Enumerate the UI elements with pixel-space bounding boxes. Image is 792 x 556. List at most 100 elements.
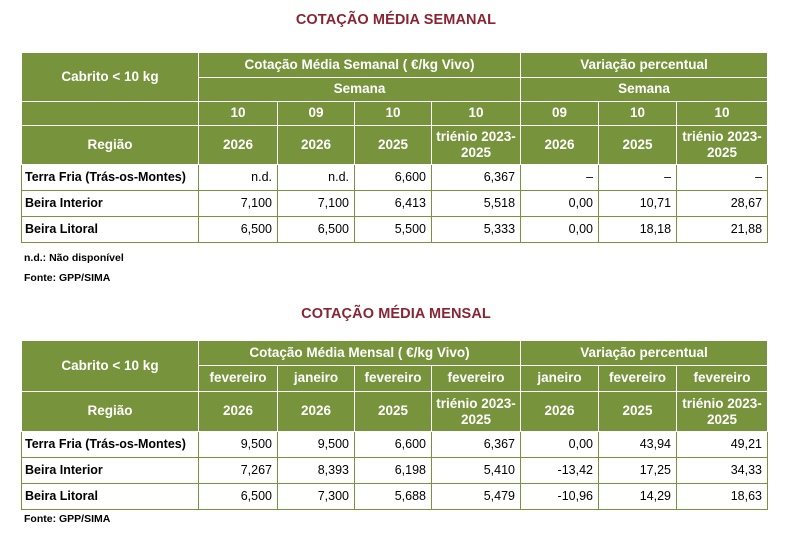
monthly-period-header: fevereiro [198, 365, 278, 392]
weekly-source-note: Fonte: GPP/SIMA [24, 272, 111, 284]
value-cell: 34,33 [676, 457, 768, 484]
weekly-blank-header-cell [21, 101, 199, 126]
monthly-year-header: 2025 [598, 391, 677, 432]
value-cell: 14,29 [598, 483, 677, 510]
value-cell: 6,413 [354, 190, 432, 217]
value-cell: – [520, 164, 600, 191]
value-cell: 6,367 [430, 164, 522, 191]
weekly-group-price-header: Cotação Média Semanal ( €/kg Vivo) [197, 52, 522, 78]
value-cell: 28,67 [676, 190, 769, 217]
value-cell: 0,00 [520, 216, 600, 243]
weekly-year-header: 2025 [598, 125, 678, 165]
monthly-source-note: Fonte: GPP/SIMA [24, 513, 111, 525]
monthly-year-header: triénio 2023-2025 [431, 391, 521, 432]
weekly-period-header: 10 [676, 101, 769, 126]
value-cell: 7,300 [277, 483, 355, 510]
monthly-period-header: fevereiro [354, 365, 432, 392]
value-cell: 6,500 [198, 216, 278, 243]
weekly-year-header: triénio 2023-2025 [430, 125, 522, 165]
weekly-period-header: 10 [430, 101, 522, 126]
region-name: Terra Fria (Trás-os-Montes) [21, 431, 199, 458]
value-cell: 0,00 [520, 431, 599, 458]
value-cell: 6,600 [354, 431, 432, 458]
value-cell: 0,00 [520, 190, 600, 217]
value-cell: 18,18 [598, 216, 678, 243]
region-name: Beira Interior [21, 190, 199, 217]
monthly-group-variation-header: Variação percentual [520, 340, 768, 366]
weekly-year-header: triénio 2023-2025 [676, 125, 769, 165]
value-cell: 5,688 [354, 483, 432, 510]
monthly-year-header: 2026 [198, 391, 278, 432]
monthly-period-header: janeiro [520, 365, 599, 392]
monthly-year-header: 2026 [277, 391, 355, 432]
weekly-corner-label: Cabrito < 10 kg [21, 52, 199, 102]
table-row: Beira Interior 7,100 7,100 6,413 5,518 0… [21, 190, 769, 217]
weekly-year-header: 2026 [277, 125, 355, 165]
weekly-price-table: Cabrito < 10 kg Cotação Média Semanal ( … [21, 52, 769, 243]
monthly-price-table: Cabrito < 10 kg Cotação Média Mensal ( €… [21, 340, 768, 510]
region-name: Beira Litoral [21, 483, 199, 510]
value-cell: 5,518 [430, 190, 522, 217]
value-cell: 6,500 [277, 216, 355, 243]
value-cell: 9,500 [277, 431, 355, 458]
monthly-period-header: fevereiro [676, 365, 768, 392]
weekly-period-header: 10 [198, 101, 278, 126]
weekly-period-header: 09 [277, 101, 355, 126]
table-row: Beira Litoral 6,500 6,500 5,500 5,333 0,… [21, 216, 769, 243]
table-row: Terra Fria (Trás-os-Montes) n.d. n.d. 6,… [21, 164, 769, 191]
monthly-year-header: 2025 [354, 391, 432, 432]
weekly-period-header: 09 [520, 101, 600, 126]
value-cell: 7,100 [277, 190, 355, 217]
value-cell: 21,88 [676, 216, 769, 243]
monthly-year-header: 2026 [520, 391, 599, 432]
value-cell: 5,333 [430, 216, 522, 243]
value-cell: n.d. [198, 164, 278, 191]
monthly-period-header: janeiro [277, 365, 355, 392]
weekly-region-header: Região [21, 125, 199, 165]
value-cell: 9,500 [198, 431, 278, 458]
value-cell: -13,42 [520, 457, 599, 484]
value-cell: n.d. [277, 164, 355, 191]
value-cell: – [676, 164, 769, 191]
monthly-year-header: triénio 2023-2025 [676, 391, 768, 432]
monthly-title: COTAÇÃO MÉDIA MENSAL [301, 306, 491, 322]
weekly-week-subheader-2: Semana [520, 77, 769, 102]
value-cell: 8,393 [277, 457, 355, 484]
value-cell: 17,25 [598, 457, 677, 484]
weekly-year-header: 2025 [354, 125, 432, 165]
weekly-group-variation-header: Variação percentual [520, 52, 769, 78]
monthly-period-header: fevereiro [598, 365, 677, 392]
weekly-period-header: 10 [598, 101, 678, 126]
monthly-corner-label: Cabrito < 10 kg [21, 340, 199, 392]
weekly-year-header: 2026 [198, 125, 278, 165]
value-cell: 43,94 [598, 431, 677, 458]
value-cell: 6,500 [198, 483, 278, 510]
value-cell: 5,410 [431, 457, 521, 484]
value-cell: 5,479 [431, 483, 521, 510]
value-cell: 49,21 [676, 431, 768, 458]
table-row: Terra Fria (Trás-os-Montes) 9,500 9,500 … [21, 431, 768, 458]
weekly-week-subheader: Semana [197, 77, 522, 102]
value-cell: 7,100 [198, 190, 278, 217]
weekly-year-header: 2026 [520, 125, 600, 165]
table-row: Beira Interior 7,267 8,393 6,198 5,410 -… [21, 457, 768, 484]
region-name: Beira Interior [21, 457, 199, 484]
value-cell: 6,198 [354, 457, 432, 484]
value-cell: 18,63 [676, 483, 768, 510]
value-cell: – [598, 164, 678, 191]
region-name: Terra Fria (Trás-os-Montes) [21, 164, 199, 191]
weekly-footnote-nd: n.d.: Não disponível [24, 252, 124, 264]
region-name: Beira Litoral [21, 216, 199, 243]
value-cell: 10,71 [598, 190, 678, 217]
value-cell: 6,600 [354, 164, 432, 191]
weekly-period-header: 10 [354, 101, 432, 126]
value-cell: -10,96 [520, 483, 599, 510]
table-row: Beira Litoral 6,500 7,300 5,688 5,479 -1… [21, 483, 768, 510]
value-cell: 7,267 [198, 457, 278, 484]
monthly-region-header: Região [21, 391, 199, 432]
weekly-title: COTAÇÃO MÉDIA SEMANAL [295, 12, 497, 28]
value-cell: 6,367 [431, 431, 521, 458]
monthly-group-price-header: Cotação Média Mensal ( €/kg Vivo) [198, 340, 521, 366]
value-cell: 5,500 [354, 216, 432, 243]
monthly-period-header: fevereiro [431, 365, 521, 392]
